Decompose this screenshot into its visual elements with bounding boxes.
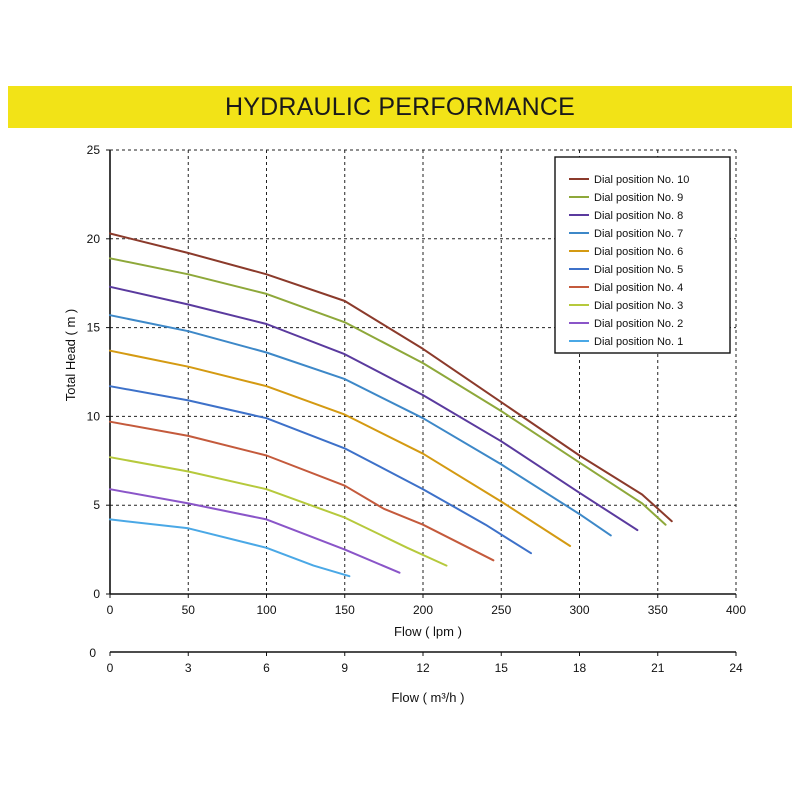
secondary-tick-label: 15 [495, 661, 509, 675]
secondary-tick-label: 24 [729, 661, 743, 675]
secondary-tick-label: 18 [573, 661, 587, 675]
y-tick-label: 25 [87, 143, 101, 157]
series-dial-position-no-1 [109, 518, 351, 578]
x-tick-label: 150 [335, 603, 355, 617]
legend-label[interactable]: Dial position No. 8 [594, 210, 683, 222]
series-lines [109, 232, 673, 578]
x-tick-label: 0 [107, 603, 114, 617]
secondary-tick-label: 0 [107, 661, 114, 675]
legend-box [554, 156, 731, 354]
secondary-tick-label: 12 [416, 661, 430, 675]
secondary-tick-label: 6 [263, 661, 270, 675]
chart-title: HYDRAULIC PERFORMANCE [224, 92, 576, 121]
series-dial-position-no-2 [109, 488, 401, 574]
x-tick-label: 400 [726, 603, 746, 617]
x-axis-lpm: 0 50 100 150 200 250 300 350 400 [107, 594, 746, 617]
series-dial-position-no-9 [109, 257, 667, 526]
x-tick-label: 200 [413, 603, 433, 617]
y-axis-title: Total Head ( m ) [63, 309, 78, 401]
legend-label[interactable]: Dial position No. 10 [594, 174, 689, 186]
x-tick-label: 100 [256, 603, 276, 617]
x-tick-label: 300 [569, 603, 589, 617]
legend-label[interactable]: Dial position No. 5 [594, 264, 683, 276]
legend-label[interactable]: Dial position No. 2 [594, 318, 683, 330]
legend-label[interactable]: Dial position No. 6 [594, 246, 683, 258]
x-tick-label: 50 [182, 603, 196, 617]
secondary-axis-title: Flow ( m³/h ) [392, 690, 465, 705]
x-axis-m3h: 0 3 6 9 12 15 18 21 24 0 Flow ( m³/h ) [89, 646, 743, 705]
secondary-tick-label: 3 [185, 661, 192, 675]
legend-label[interactable]: Dial position No. 9 [594, 192, 683, 204]
series-dial-position-no-6 [109, 349, 572, 547]
x-tick-label: 250 [491, 603, 511, 617]
y-axis: 0 5 10 15 20 25 [87, 143, 110, 601]
series-dial-position-no-5 [109, 385, 532, 555]
title-banner: HYDRAULIC PERFORMANCE [8, 86, 792, 128]
y-tick-label: 20 [87, 232, 101, 246]
series-dial-position-no-3 [109, 456, 448, 567]
legend-label[interactable]: Dial position No. 7 [594, 228, 683, 240]
x-axis-title: Flow ( lpm ) [394, 624, 462, 639]
series-dial-position-no-8 [109, 285, 639, 532]
y-tick-label: 10 [87, 409, 101, 423]
legend-label[interactable]: Dial position No. 3 [594, 300, 683, 312]
y-tick-label: 15 [87, 321, 101, 335]
y-tick-label: 0 [93, 587, 100, 601]
legend-label[interactable]: Dial position No. 1 [594, 336, 683, 348]
series-dial-position-no-4 [109, 420, 495, 562]
secondary-tick-label: 9 [341, 661, 348, 675]
series-dial-position-no-10 [109, 232, 673, 523]
legend-label[interactable]: Dial position No. 4 [594, 282, 683, 294]
secondary-tick-label: 21 [651, 661, 665, 675]
legend[interactable]: Dial position No. 10 Dial position No. 9 D… [554, 156, 731, 354]
series-dial-position-no-7 [109, 314, 612, 537]
y-tick-label: 5 [93, 498, 100, 512]
x-tick-label: 350 [648, 603, 668, 617]
secondary-axis-zero: 0 [89, 646, 96, 660]
